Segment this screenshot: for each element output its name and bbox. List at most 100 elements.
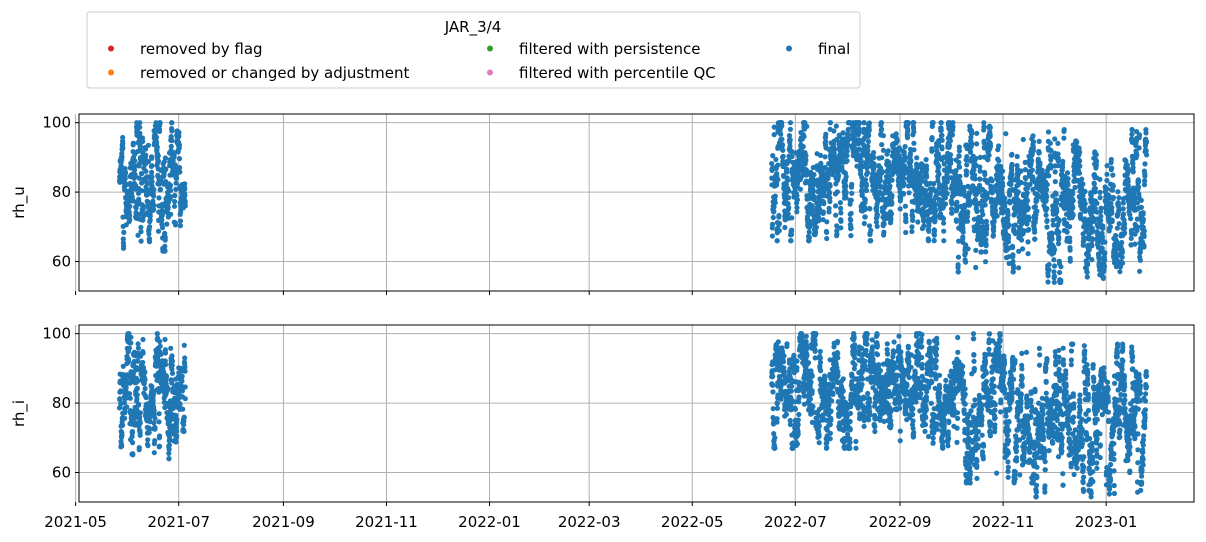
data-point: [1136, 179, 1142, 185]
data-point: [1055, 155, 1061, 161]
data-point: [1138, 204, 1144, 210]
data-point: [1119, 249, 1125, 255]
data-point: [132, 158, 138, 164]
data-point: [176, 130, 182, 136]
data-point: [789, 154, 795, 160]
data-point: [949, 201, 955, 207]
data-point: [956, 164, 963, 170]
data-point: [961, 184, 967, 190]
data-point: [1125, 168, 1131, 174]
data-point: [1043, 212, 1049, 218]
data-point: [858, 168, 864, 174]
data-point: [792, 406, 799, 412]
data-point: [1049, 236, 1055, 242]
data-point: [1077, 211, 1083, 217]
data-point: [847, 427, 853, 433]
data-point: [147, 224, 153, 230]
data-point: [1110, 172, 1116, 178]
data-point: [180, 406, 186, 412]
data-point: [840, 150, 846, 156]
data-point: [812, 341, 818, 348]
data-point: [1141, 228, 1147, 234]
data-point: [832, 146, 838, 152]
data-point: [149, 155, 155, 161]
legend-item: removed by flag: [108, 40, 263, 58]
data-point: [1099, 234, 1106, 240]
data-point: [836, 172, 842, 179]
data-point: [132, 167, 138, 173]
data-point: [150, 397, 156, 404]
data-point: [843, 189, 849, 195]
data-point: [167, 187, 174, 194]
data-point: [1116, 195, 1122, 201]
data-point: [149, 169, 155, 175]
data-point: [948, 168, 954, 174]
data-point: [1006, 235, 1012, 241]
data-point: [182, 181, 188, 187]
data-point: [1043, 186, 1050, 193]
data-point: [986, 152, 992, 158]
data-point: [847, 439, 853, 446]
data-point: [786, 133, 793, 139]
data-point: [982, 202, 988, 208]
data-point: [1104, 177, 1110, 184]
data-point: [833, 123, 839, 129]
data-point: [984, 222, 990, 229]
data-point: [852, 342, 858, 348]
data-point: [878, 120, 885, 126]
data-point: [936, 171, 942, 177]
data-point: [132, 163, 138, 169]
data-point: [933, 193, 939, 199]
data-point: [787, 421, 794, 428]
data-point: [977, 182, 983, 189]
data-point: [770, 382, 776, 388]
data-point: [177, 223, 183, 229]
data-point: [1104, 186, 1110, 192]
data-point: [889, 201, 895, 207]
legend-label: final: [818, 40, 850, 58]
data-point: [879, 142, 885, 148]
data-point: [949, 210, 955, 216]
data-point: [914, 155, 920, 161]
data-point: [804, 344, 810, 350]
data-point: [1074, 139, 1080, 145]
data-point: [158, 351, 164, 357]
data-point: [139, 188, 145, 194]
data-point: [845, 142, 851, 148]
data-point: [1099, 245, 1105, 251]
data-point: [1094, 200, 1100, 206]
data-point: [168, 345, 174, 351]
data-point: [806, 235, 812, 241]
data-point: [1036, 138, 1042, 144]
data-point: [868, 227, 874, 233]
data-point: [1088, 193, 1094, 199]
data-point: [791, 164, 797, 170]
data-point: [182, 363, 188, 369]
data-point: [1102, 239, 1108, 245]
data-point: [1109, 187, 1116, 193]
data-point: [956, 144, 962, 150]
data-point: [1101, 263, 1108, 269]
data-point: [171, 154, 177, 160]
legend-marker: [487, 45, 493, 52]
data-point: [140, 359, 146, 366]
data-point: [173, 175, 179, 181]
data-point: [987, 143, 994, 149]
data-point: [776, 228, 782, 234]
data-point: [845, 137, 851, 143]
data-point: [143, 152, 149, 158]
data-point: [989, 178, 995, 184]
data-point: [962, 204, 968, 210]
data-point: [135, 358, 141, 364]
data-point: [803, 153, 809, 159]
data-point: [935, 178, 941, 184]
data-point: [785, 211, 791, 217]
data-point: [864, 169, 871, 176]
data-point: [866, 132, 872, 138]
data-point: [127, 391, 133, 397]
data-point: [1120, 206, 1126, 212]
data-point: [982, 259, 989, 265]
data-point: [787, 137, 793, 143]
data-point: [788, 232, 795, 238]
data-point: [1015, 265, 1022, 271]
